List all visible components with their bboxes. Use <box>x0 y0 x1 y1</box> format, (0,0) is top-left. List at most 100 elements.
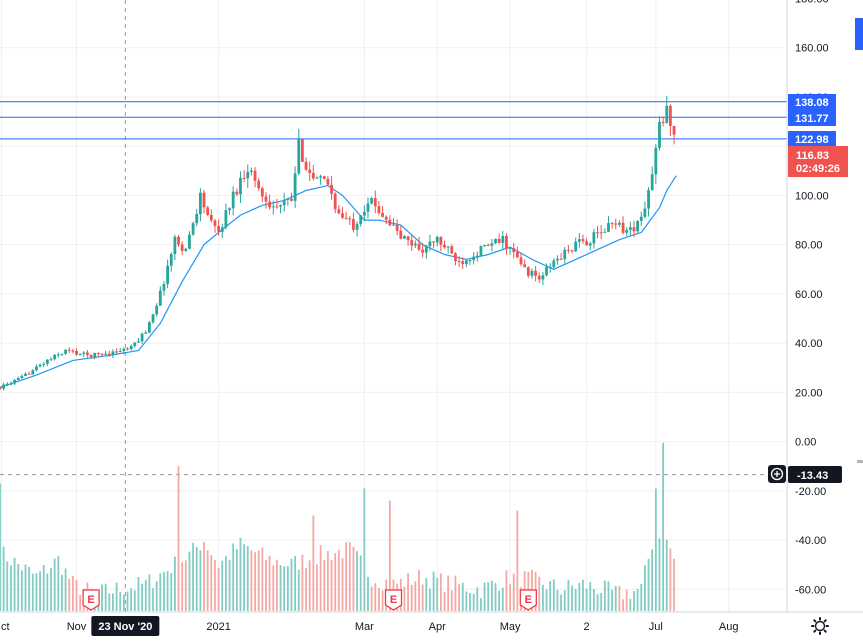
volume-bar <box>133 590 136 611</box>
candle-body <box>184 248 188 251</box>
candle-body <box>297 138 301 174</box>
volume-bar <box>71 576 74 611</box>
candle-body <box>490 243 494 246</box>
volume-bar <box>501 587 504 611</box>
earnings-marker-label: E <box>390 594 397 606</box>
candle-body <box>264 196 268 202</box>
volume-bar <box>341 558 344 611</box>
candle-body <box>147 322 151 333</box>
candle-body <box>49 359 53 361</box>
candle-body <box>16 378 20 380</box>
earnings-marker-2 <box>384 589 403 611</box>
time-tick-label: 2 <box>584 621 590 633</box>
volume-bar <box>374 583 377 611</box>
last-price-countdown: 02:49:26 <box>796 163 840 175</box>
volume-bar <box>541 584 544 611</box>
settings-gear-icon[interactable] <box>811 617 829 635</box>
volume-bar <box>199 550 202 611</box>
candle-body <box>596 232 599 234</box>
volume-bar <box>254 552 256 611</box>
candle-body <box>443 244 446 248</box>
candle-body <box>155 305 159 315</box>
candle-body <box>607 223 610 232</box>
volume-bar <box>122 594 125 611</box>
candle-body <box>388 219 392 226</box>
volume-bar <box>545 589 548 611</box>
volume-bar <box>498 590 501 611</box>
candle-body <box>424 246 428 253</box>
volume-bar <box>166 571 169 611</box>
add-alert-icon[interactable] <box>768 465 786 483</box>
price-level-lines[interactable] <box>0 101 787 140</box>
candle-body <box>534 270 537 276</box>
candle-body <box>213 220 217 226</box>
candle-body <box>468 260 472 262</box>
candle-body <box>526 267 530 276</box>
candle-body <box>293 173 297 201</box>
volume-bar <box>0 483 1 611</box>
candle-body <box>362 211 366 216</box>
earnings-marker-label: E <box>525 594 532 606</box>
candle-body <box>326 178 330 185</box>
earnings-marker-1 <box>82 589 100 611</box>
volume-bar <box>516 510 519 611</box>
candle-body <box>253 170 257 181</box>
candle-body <box>42 363 46 365</box>
volume-bar <box>465 591 468 611</box>
candle-body <box>217 225 221 232</box>
price-tick-label: 60.00 <box>795 289 823 301</box>
pane-separator-handle[interactable] <box>857 460 863 463</box>
candle-body <box>454 253 457 262</box>
candle-body <box>359 215 363 224</box>
volume-bar <box>221 560 224 611</box>
candle-body <box>658 121 661 148</box>
volume-bar <box>224 555 227 611</box>
candle-body <box>508 248 512 250</box>
volume-bar <box>312 515 315 611</box>
volume-bar <box>257 550 260 611</box>
level-tag-2: 131.77 <box>795 113 829 125</box>
candle-body <box>592 232 596 244</box>
time-tick-label: ct <box>1 621 10 633</box>
candle-body <box>501 236 505 243</box>
volume-bar <box>283 566 286 611</box>
candle-body <box>519 257 523 265</box>
candle-body <box>333 193 337 210</box>
candle-body <box>486 244 490 246</box>
volume-bar <box>447 575 450 611</box>
earnings-marker-label: E <box>87 594 94 606</box>
candle-body <box>60 353 64 355</box>
volume-bar <box>582 579 584 611</box>
candle-body <box>100 353 104 355</box>
volume-bar <box>301 554 304 611</box>
candle-body <box>464 260 468 264</box>
volume-bar <box>480 598 482 611</box>
volume-bar <box>476 587 479 611</box>
candle-body <box>483 244 486 247</box>
scroll-indicator[interactable] <box>855 18 863 50</box>
volume-bar <box>636 588 639 611</box>
price-tick-label: -60.00 <box>795 584 826 596</box>
candle-body <box>9 383 13 385</box>
volume-bar <box>589 581 592 611</box>
volume-bar <box>272 565 275 611</box>
volume-bar <box>279 565 282 611</box>
candle-body <box>581 239 585 242</box>
cursor-readout: -13.43 <box>788 466 842 483</box>
candle-body <box>246 171 250 179</box>
candle-body <box>180 244 184 251</box>
volume-bar <box>268 555 271 611</box>
volume-bar <box>585 588 588 611</box>
candle-body <box>260 188 264 197</box>
candle-body <box>603 231 607 233</box>
volume-bar <box>494 583 497 611</box>
volume-bar <box>163 571 165 611</box>
candle-body <box>497 238 501 243</box>
volume-bar <box>17 564 20 611</box>
volume-bar <box>20 570 23 611</box>
candle-body <box>344 217 348 219</box>
volume-bar <box>574 588 577 611</box>
price-tick-label: 160.00 <box>795 43 829 55</box>
